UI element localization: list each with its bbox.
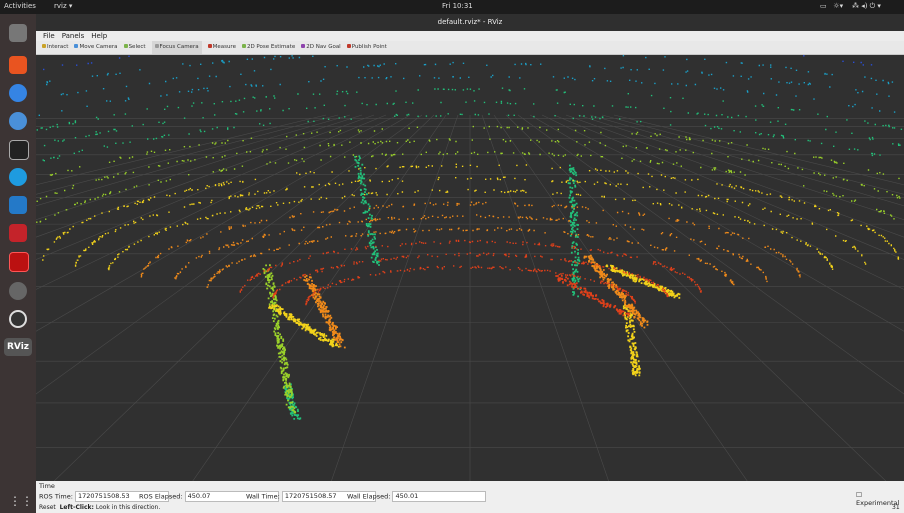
menu-item[interactable]: Panels (62, 32, 85, 40)
title-bar: default.rviz* - RViz (36, 14, 904, 31)
tool-label: Move Camera (79, 44, 117, 50)
tool-button[interactable]: Interact (42, 41, 68, 54)
field-label: Wall Time: (246, 493, 280, 501)
point-cloud (141, 202, 801, 349)
fps: 31 (892, 504, 900, 511)
tool-icon (301, 44, 305, 48)
status-hint: Look in this direction. (96, 504, 160, 511)
point-cloud (43, 55, 872, 70)
menu-bar: File Panels Help (36, 31, 904, 41)
clock[interactable]: Fri 10:31 (442, 2, 473, 10)
tool-icon (208, 44, 212, 48)
rviz-window: default.rviz* - RViz File Panels Help Inte… (36, 14, 904, 513)
dock-icon[interactable] (9, 140, 29, 160)
tool-icon (155, 44, 159, 48)
status-bar: Reset Left-Click: Look in this direction… (39, 504, 160, 511)
tool-label: Interact (47, 44, 68, 50)
point-cloud (42, 164, 899, 377)
tool-label: Publish Point (352, 44, 387, 50)
dock-icon[interactable] (9, 224, 27, 242)
top-bar: Activities rviz ▾ Fri 10:31 ▭ ☼▾ ⁂ ◂) ⏻ … (0, 0, 904, 14)
tool-label: Select (129, 44, 146, 50)
tool-label: Measure (213, 44, 236, 50)
field-label: ROS Time: (39, 493, 73, 501)
tool-button[interactable]: Measure (208, 41, 236, 54)
window-title: default.rviz* - RViz (438, 18, 503, 26)
status-key: Left-Click: (60, 504, 94, 511)
tool-icon (242, 44, 246, 48)
tool-icon (74, 44, 78, 48)
menu-item[interactable]: Help (91, 32, 107, 40)
dock-icon[interactable] (9, 24, 27, 42)
tool-button[interactable]: Focus Camera (152, 41, 202, 54)
dock: RViz ⋮⋮ (0, 14, 36, 513)
activities[interactable]: Activities (4, 2, 36, 10)
tool-label: Focus Camera (160, 44, 199, 50)
app-grid[interactable]: ⋮⋮ (9, 492, 27, 510)
dock-icon[interactable] (9, 310, 27, 328)
dock-rviz[interactable]: RViz (4, 338, 32, 356)
tool-button[interactable]: Move Camera (74, 41, 117, 54)
tool-icon (347, 44, 351, 48)
reset-button[interactable]: Reset (39, 504, 56, 511)
field-value: 450.01 (392, 491, 486, 502)
tool-icon (124, 44, 128, 48)
field-label: Wall Elapsed: (347, 493, 390, 501)
time-field: Wall Elapsed: 450.01 (347, 491, 486, 502)
field-label: ROS Elapsed: (139, 493, 183, 501)
tool-button[interactable]: 2D Pose Estimate (242, 41, 295, 54)
toolbar: Interact Move Camera Select Focus Camera Mea… (36, 41, 904, 55)
tool-button[interactable]: Select (124, 41, 146, 54)
tool-button[interactable]: 2D Nav Goal (301, 41, 341, 54)
dock-icon[interactable] (9, 282, 27, 300)
tool-icon (42, 44, 46, 48)
tool-button[interactable]: Publish Point (347, 41, 387, 54)
dock-icon[interactable] (9, 56, 27, 74)
dock-icon[interactable] (9, 112, 27, 130)
panel-title: Time (39, 482, 55, 490)
grid (36, 115, 904, 481)
desktop: {"topbar": {"activities": "Activities", … (0, 0, 904, 513)
menu-item[interactable]: File (43, 32, 55, 40)
tool-label: 2D Nav Goal (306, 44, 341, 50)
tool-label: 2D Pose Estimate (247, 44, 295, 50)
app-menu[interactable]: rviz ▾ (54, 2, 72, 10)
dock-icon[interactable] (9, 196, 27, 214)
dock-icon[interactable] (9, 168, 27, 186)
3d-view[interactable] (36, 55, 904, 481)
dock-icon[interactable] (9, 84, 27, 102)
status-icons[interactable]: ▭ ☼▾ ⁂ ◂) ⏻ ▾ (820, 2, 881, 11)
dock-icon[interactable] (9, 252, 29, 272)
